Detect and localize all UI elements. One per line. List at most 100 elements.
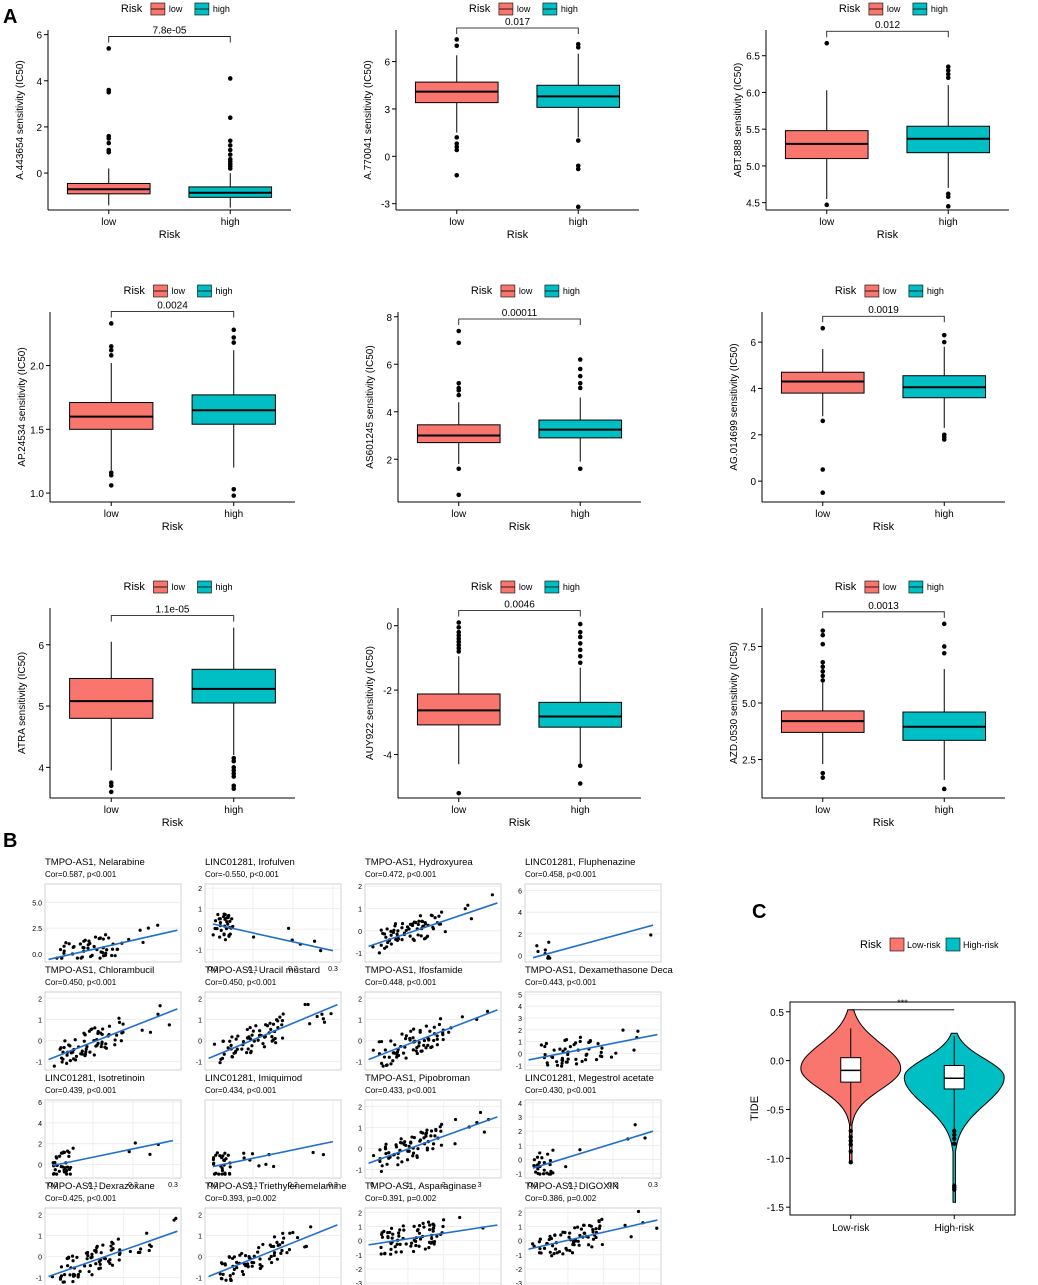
y-tick-label: 2 <box>36 123 42 134</box>
scatter-point <box>321 1153 326 1157</box>
scatter-point <box>393 1043 397 1047</box>
scatter-point <box>117 1016 121 1020</box>
scatter-chart-14: TMPO-AS1, Triethylenemelamine Cor=0.393, … <box>196 1181 347 1285</box>
scatter-point <box>58 1154 62 1158</box>
y-tick-label: 3 <box>518 1115 522 1122</box>
scatter-point <box>82 1031 86 1035</box>
scatter-point <box>58 947 63 952</box>
outlier-point-high <box>941 786 947 792</box>
scatter-point <box>389 1062 393 1066</box>
scatter-point <box>250 1044 254 1048</box>
outlier-point-high <box>575 41 581 47</box>
outlier-point-high <box>945 194 951 200</box>
scatter-point <box>88 1263 92 1268</box>
scatter-point <box>236 1034 240 1038</box>
scatter-point <box>243 1254 248 1258</box>
scatter-point <box>105 948 109 952</box>
x-tick-label-high: high <box>221 217 240 228</box>
outlier-point-low <box>456 328 462 334</box>
scatter-point <box>408 1038 412 1042</box>
scatter-point <box>94 1262 98 1266</box>
scatter-point <box>85 1045 89 1049</box>
legend-label-high: high <box>927 582 944 592</box>
y-tick-label: 1.0 <box>30 489 44 500</box>
x-axis-title: Risk <box>162 817 184 829</box>
legend-title: Risk <box>860 939 882 951</box>
outlier-point-low <box>456 388 462 393</box>
scatter-point <box>540 1156 544 1160</box>
scatter-point <box>412 1224 416 1228</box>
scatter-point <box>308 1022 312 1026</box>
outlier-point-low <box>456 380 462 386</box>
scatter-point <box>279 1251 283 1255</box>
outlier-point-high <box>577 641 583 646</box>
scatter-point <box>303 1245 307 1249</box>
outlier-point-low <box>454 147 460 153</box>
scatter-point <box>551 1244 555 1248</box>
scatter-chart-16: TMPO-AS1, DIGOXIN Cor=0.386, p=0.002 -3 -2 -… <box>516 1181 662 1285</box>
outlier-point-High-risk <box>952 1132 957 1138</box>
scatter-point <box>435 1037 439 1041</box>
outlier-point-high <box>577 660 583 666</box>
scatter-point <box>548 1250 552 1254</box>
scatter-point <box>218 1061 222 1065</box>
outlier-point-high <box>941 332 947 338</box>
panel-c-violin: Risk Low-risk High-risk -1.5 -1.0 -0.5 0.0 0.5 T… <box>749 937 1016 1234</box>
x-axis-title: Risk <box>873 521 895 533</box>
scatter-point <box>428 1029 432 1033</box>
regression-line <box>368 1009 498 1061</box>
significance-bracket <box>458 318 581 325</box>
regression-line <box>212 1140 334 1168</box>
regression-line <box>532 1130 654 1169</box>
boxplot-chart-1: Risk low high 0 2 4 6 low high Risk A.443654 sensi… <box>15 2 291 241</box>
scatter-point <box>61 1280 65 1284</box>
scatter-point <box>252 935 256 939</box>
scatter-point <box>404 1056 408 1060</box>
scatter-point <box>82 946 86 950</box>
scatter-point <box>438 1017 443 1021</box>
scatter-point <box>414 1243 418 1248</box>
y-tick-label: 2 <box>38 1142 42 1149</box>
scatter-point <box>383 1145 388 1149</box>
outlier-point-High-risk <box>952 1141 957 1146</box>
scatter-point <box>554 1247 558 1251</box>
y-tick-label: 0 <box>38 1038 42 1045</box>
legend-label-High-risk: High-risk <box>963 940 999 950</box>
scatter-point <box>414 920 418 925</box>
scatter-point <box>441 1224 445 1229</box>
scatter-title: TMPO-AS1, Dexamethasone Deca <box>525 965 674 976</box>
scatter-point <box>219 928 223 932</box>
scatter-point <box>235 1260 239 1264</box>
scatter-point <box>85 1257 89 1261</box>
scatter-point <box>432 1038 436 1043</box>
outlier-point-low <box>108 783 114 789</box>
scatter-title: TMPO-AS1, Ifosfamide <box>365 965 463 976</box>
outlier-point-low <box>824 202 830 208</box>
outlier-point-low <box>456 649 462 654</box>
legend-title: Risk <box>835 581 857 593</box>
scatter-point <box>389 1226 394 1231</box>
scatter-point <box>235 1265 239 1270</box>
outlier-point-high <box>575 166 581 172</box>
scatter-chart-13: TMPO-AS1, Dexrazoxane Cor=0.425, p<0.001 -… <box>36 1181 182 1285</box>
x-tick-label-Low-risk: Low-risk <box>832 1223 870 1234</box>
scatter-point <box>391 930 395 935</box>
scatter-point <box>275 1257 279 1261</box>
regression-line <box>208 1224 338 1278</box>
scatter-point <box>434 1127 438 1132</box>
scatter-point <box>264 1023 268 1027</box>
scatter-point <box>553 1233 557 1237</box>
y-tick-label: 8 <box>386 313 392 324</box>
scatter-point <box>149 1244 153 1249</box>
y-tick-label: 3 <box>384 105 390 116</box>
outlier-point-high <box>945 68 951 73</box>
scatter-point <box>230 1055 235 1059</box>
x-tick-label-high: high <box>935 805 954 816</box>
scatter-point <box>403 1140 407 1144</box>
outlier-point-high <box>231 786 237 792</box>
scatter-point <box>227 1255 231 1259</box>
y-tick-label: 0 <box>358 1146 362 1153</box>
scatter-subtitle: Cor=0.386, p=0.002 <box>525 1194 597 1203</box>
scatter-point <box>87 939 91 943</box>
scatter-point <box>421 1221 425 1225</box>
